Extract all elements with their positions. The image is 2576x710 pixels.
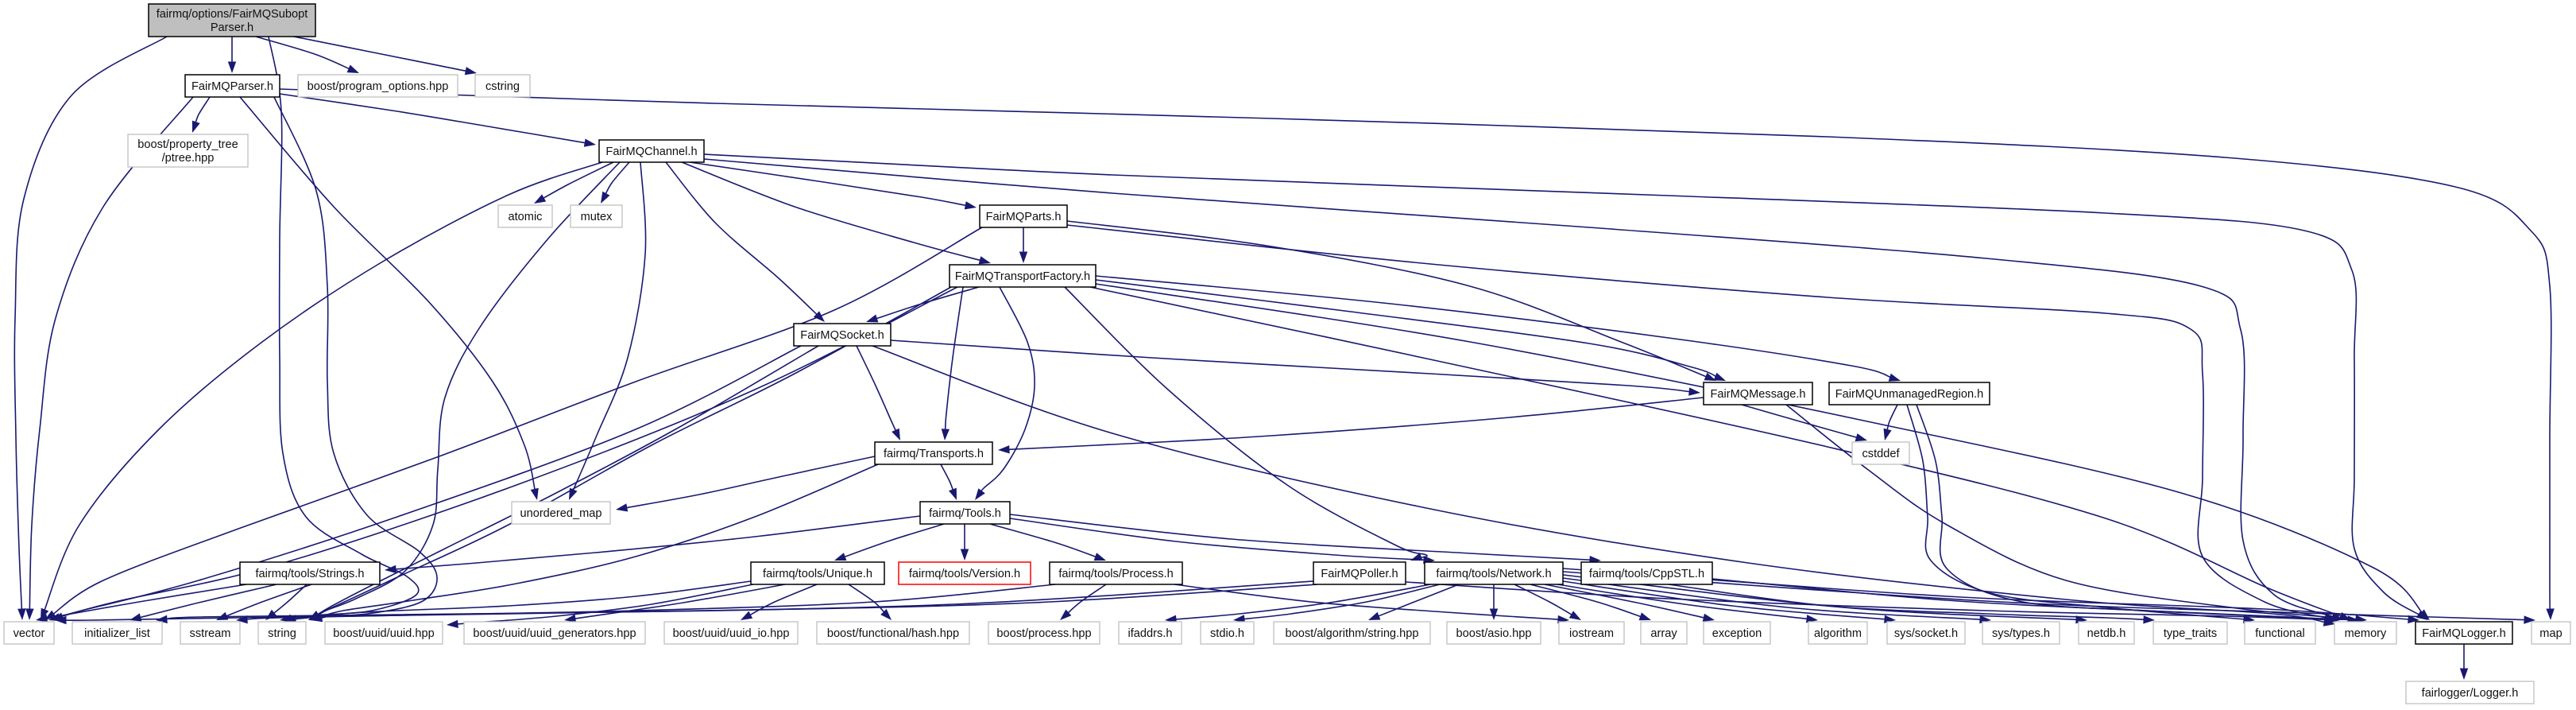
svg-text:string: string	[268, 627, 296, 640]
svg-text:fairmq/Transports.h: fairmq/Transports.h	[884, 448, 984, 460]
svg-text:FairMQParser.h: FairMQParser.h	[191, 80, 273, 93]
svg-text:mutex: mutex	[581, 211, 613, 223]
svg-text:functional: functional	[2255, 627, 2304, 640]
svg-text:sys/socket.h: sys/socket.h	[1894, 627, 1958, 640]
svg-text:boost/functional/hash.hpp: boost/functional/hash.hpp	[827, 627, 959, 640]
svg-text:stdio.h: stdio.h	[1210, 627, 1244, 640]
svg-text:map: map	[2539, 627, 2562, 640]
svg-text:fairmq/options/FairMQSubopt: fairmq/options/FairMQSubopt	[157, 8, 308, 21]
svg-text:fairmq/Tools.h: fairmq/Tools.h	[929, 507, 1001, 520]
svg-text:boost/uuid/uuid.hpp: boost/uuid/uuid.hpp	[333, 627, 434, 640]
svg-text:memory: memory	[2345, 627, 2387, 640]
svg-text:vector: vector	[14, 627, 45, 640]
svg-text:boost/process.hpp: boost/process.hpp	[996, 627, 1091, 640]
svg-text:initializer_list: initializer_list	[84, 627, 150, 640]
svg-text:cstddef: cstddef	[1862, 448, 1900, 460]
svg-text:FairMQSocket.h: FairMQSocket.h	[800, 329, 884, 342]
svg-text:type_traits: type_traits	[2164, 627, 2217, 640]
svg-text:netdb.h: netdb.h	[2087, 627, 2126, 640]
svg-text:/ptree.hpp: /ptree.hpp	[162, 152, 215, 165]
svg-text:fairmq/tools/CppSTL.h: fairmq/tools/CppSTL.h	[1589, 568, 1704, 580]
svg-text:FairMQUnmanagedRegion.h: FairMQUnmanagedRegion.h	[1835, 388, 1984, 401]
svg-text:boost/uuid/uuid_generators.hpp: boost/uuid/uuid_generators.hpp	[473, 627, 636, 640]
svg-text:boost/asio.hpp: boost/asio.hpp	[1456, 627, 1532, 640]
svg-text:fairmq/tools/Version.h: fairmq/tools/Version.h	[909, 568, 1020, 580]
svg-text:exception: exception	[1712, 627, 1762, 640]
svg-text:array: array	[1650, 627, 1677, 640]
svg-text:FairMQParts.h: FairMQParts.h	[986, 211, 1062, 223]
svg-text:boost/program_options.hpp: boost/program_options.hpp	[307, 80, 449, 93]
svg-text:fairmq/tools/Unique.h: fairmq/tools/Unique.h	[763, 568, 872, 580]
svg-text:FairMQTransportFactory.h: FairMQTransportFactory.h	[955, 270, 1090, 283]
svg-text:fairmq/tools/Strings.h: fairmq/tools/Strings.h	[255, 568, 364, 580]
svg-text:atomic: atomic	[509, 211, 543, 223]
svg-text:sstream: sstream	[190, 627, 231, 640]
svg-text:algorithm: algorithm	[1814, 627, 1862, 640]
svg-text:FairMQPoller.h: FairMQPoller.h	[1321, 568, 1398, 580]
svg-text:boost/algorithm/string.hpp: boost/algorithm/string.hpp	[1286, 627, 1419, 640]
svg-text:unordered_map: unordered_map	[520, 507, 601, 520]
svg-text:sys/types.h: sys/types.h	[1992, 627, 2050, 640]
svg-text:FairMQLogger.h: FairMQLogger.h	[2422, 627, 2505, 640]
svg-text:ifaddrs.h: ifaddrs.h	[1128, 627, 1173, 640]
svg-text:fairmq/tools/Process.h: fairmq/tools/Process.h	[1058, 568, 1173, 580]
svg-text:fairlogger/Logger.h: fairlogger/Logger.h	[2422, 687, 2519, 700]
svg-text:cstring: cstring	[485, 80, 520, 93]
svg-text:boost/property_tree: boost/property_tree	[137, 138, 238, 151]
svg-text:boost/uuid/uuid_io.hpp: boost/uuid/uuid_io.hpp	[673, 627, 790, 640]
svg-text:Parser.h: Parser.h	[211, 21, 253, 34]
svg-text:iostream: iostream	[1569, 627, 1614, 640]
svg-text:FairMQChannel.h: FairMQChannel.h	[605, 145, 697, 158]
svg-text:FairMQMessage.h: FairMQMessage.h	[1710, 388, 1805, 401]
svg-text:fairmq/tools/Network.h: fairmq/tools/Network.h	[1436, 568, 1551, 580]
